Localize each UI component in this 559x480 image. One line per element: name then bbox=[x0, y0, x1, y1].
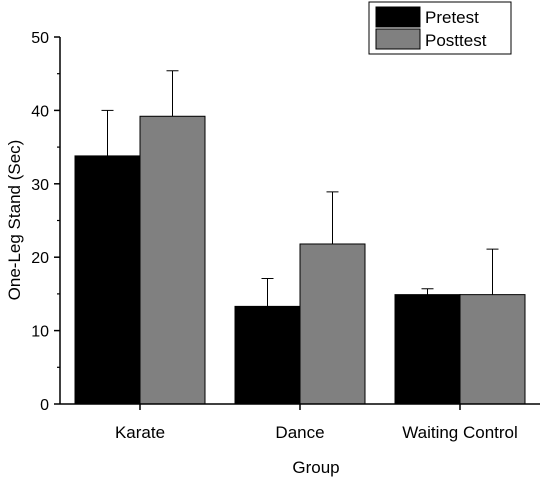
y-axis-label: One-Leg Stand (Sec) bbox=[5, 140, 24, 301]
legend-label-posttest: Posttest bbox=[425, 31, 487, 50]
x-tick-label-dance: Dance bbox=[275, 423, 324, 442]
bars-layer bbox=[74, 115, 526, 405]
bar-pretest-dance bbox=[234, 305, 301, 405]
bar-pretest-karate bbox=[74, 155, 141, 405]
y-tick-label-10: 10 bbox=[31, 324, 49, 341]
legend-swatch-posttest bbox=[375, 28, 421, 50]
legend: Pretest Posttest bbox=[368, 1, 512, 55]
bar-pretest-waiting-control bbox=[394, 294, 461, 405]
x-axis-label: Group bbox=[292, 458, 339, 477]
legend-swatch-pretest bbox=[375, 6, 421, 28]
legend-label-pretest: Pretest bbox=[425, 8, 479, 27]
y-tick-label-30: 30 bbox=[31, 177, 49, 194]
bar-posttest-waiting-control bbox=[459, 294, 526, 405]
y-tick-label-20: 20 bbox=[31, 250, 49, 267]
y-ticks-layer: 0 10 20 30 40 50 bbox=[31, 30, 60, 414]
bar-posttest-karate bbox=[139, 115, 206, 405]
y-tick-label-0: 0 bbox=[40, 397, 49, 414]
x-tick-label-karate: Karate bbox=[115, 423, 165, 442]
x-tick-label-waiting-control: Waiting Control bbox=[402, 423, 518, 442]
error-bars-layer bbox=[101, 70, 499, 307]
y-tick-label-40: 40 bbox=[31, 103, 49, 120]
x-ticks-layer: Karate Dance Waiting Control bbox=[115, 404, 518, 442]
bar-posttest-dance bbox=[299, 243, 366, 405]
y-tick-label-50: 50 bbox=[31, 30, 49, 47]
